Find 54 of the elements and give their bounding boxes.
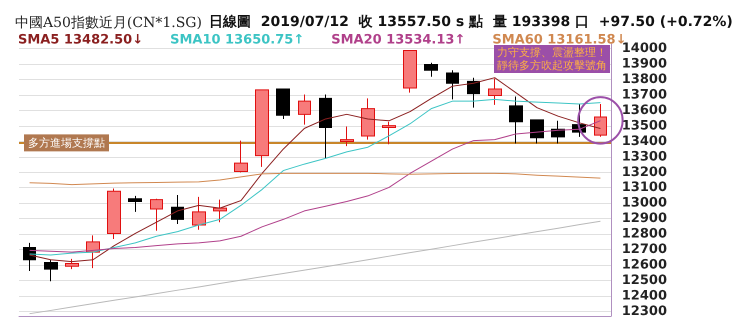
y-tick-label: 13200 <box>622 164 667 180</box>
candlestick <box>509 96 523 144</box>
candlestick <box>594 103 607 138</box>
chart-title: 中國A50指數近月(CN*1.SG) <box>15 15 202 31</box>
candlestick <box>319 94 332 159</box>
candlestick <box>530 119 544 144</box>
text: SMA5 13482.50↓ <box>18 32 144 48</box>
candlestick <box>382 121 396 145</box>
candlestick <box>424 62 438 78</box>
candlestick <box>467 77 480 108</box>
y-tick-label: 12900 <box>622 211 667 226</box>
candlestick <box>192 196 206 230</box>
y-tick-label: 12700 <box>622 242 667 258</box>
line-series <box>29 120 601 253</box>
y-tick-label: 12400 <box>622 288 667 304</box>
candlestick <box>446 70 459 100</box>
candlestick <box>340 126 354 147</box>
candlestick <box>150 198 163 232</box>
annotation: 靜待多方吹起攻擊號角 <box>497 59 607 72</box>
y-tick-label: 13100 <box>622 180 667 196</box>
candlestick <box>276 88 290 120</box>
y-tick-label: 13800 <box>622 72 667 88</box>
candlestick <box>298 94 311 126</box>
y-tick-label: 12300 <box>622 304 667 319</box>
candlestick <box>255 89 269 168</box>
candlestick <box>213 199 227 223</box>
line-series <box>29 77 601 262</box>
candlestick <box>234 140 248 173</box>
y-tick-label: 13700 <box>622 88 667 102</box>
annotation: 力守支撐、震盪整理！ <box>497 46 607 59</box>
ref-line-label: 多方進場支撐點 <box>28 136 105 150</box>
y-tick-label: 13500 <box>622 118 667 134</box>
y-tick-label: 13300 <box>622 149 667 164</box>
line-series <box>29 220 601 314</box>
y-tick-label: 12800 <box>622 226 667 242</box>
candlestick <box>107 188 121 240</box>
candlestick <box>44 259 58 282</box>
text: SMA20 13534.13↑ <box>331 32 466 48</box>
line-series <box>29 172 601 186</box>
candlestick <box>403 50 417 94</box>
y-tick-label: 13000 <box>622 196 667 211</box>
line-series <box>29 98 601 256</box>
candlestick <box>65 258 79 270</box>
candlestick <box>171 194 184 225</box>
candlestick <box>361 98 375 140</box>
y-tick-label: 12600 <box>622 258 667 272</box>
candlestick <box>488 78 502 106</box>
y-tick-label: 12500 <box>622 272 667 288</box>
candlestick <box>128 195 142 212</box>
y-tick-label: 13900 <box>622 56 667 72</box>
y-tick-label: 13400 <box>622 134 667 149</box>
text: SMA10 13650.75↑ <box>170 32 304 48</box>
chart-subtitle: 日線圖 2019/07/12 收 13557.50 s 點 量 193398 口 +97.50 (+0.72%) <box>209 14 733 30</box>
y-tick-label: 13600 <box>622 102 667 118</box>
